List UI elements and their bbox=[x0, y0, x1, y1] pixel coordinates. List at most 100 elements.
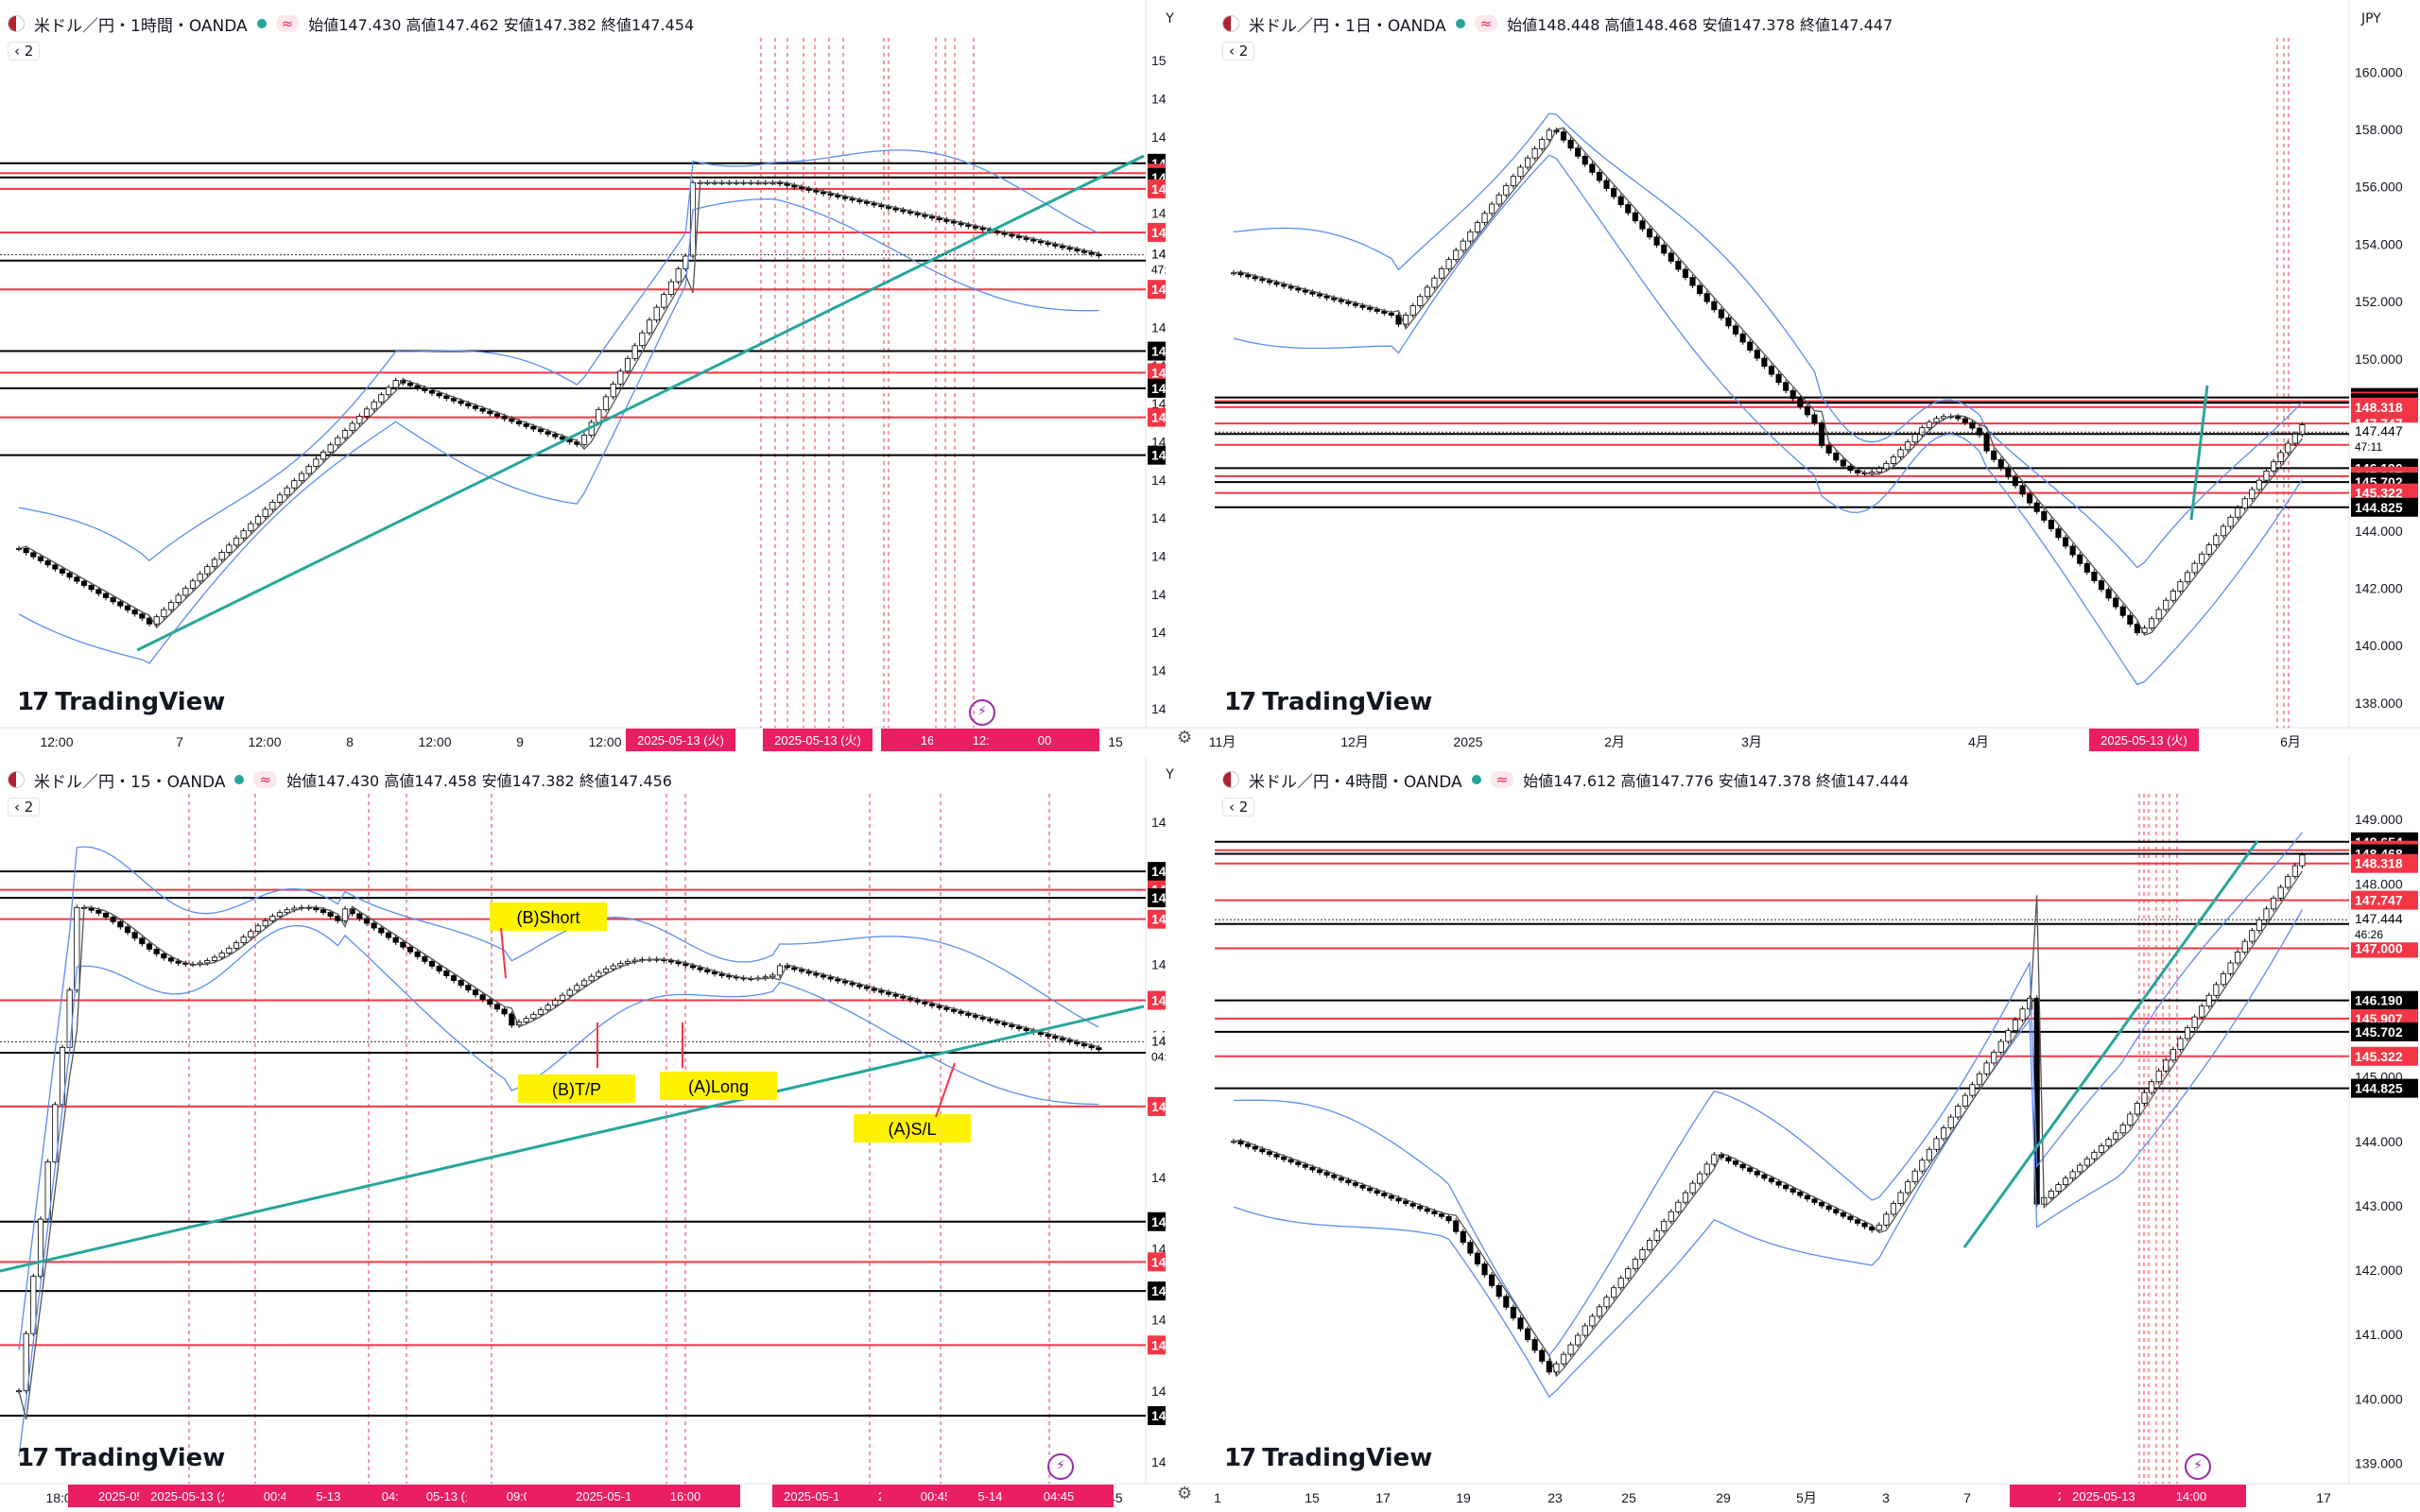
candle-body bbox=[1847, 1215, 1854, 1221]
candle-body bbox=[1096, 1047, 1102, 1051]
candle-body bbox=[1403, 314, 1409, 325]
x-tick-label: 23 bbox=[1547, 1490, 1563, 1505]
candle-body bbox=[1074, 1041, 1080, 1045]
candle-body bbox=[52, 1104, 59, 1162]
candle-body bbox=[493, 413, 501, 417]
candle-body bbox=[2012, 1019, 2019, 1032]
date-tag: 2025-05-13 (火) bbox=[2100, 733, 2187, 747]
candle-body bbox=[1080, 1043, 1088, 1047]
candle-body bbox=[2220, 973, 2227, 986]
candle-body bbox=[1495, 194, 1502, 205]
candle-body bbox=[1819, 1202, 1825, 1207]
chart-pane-4h[interactable]: 149.000148.000147.000146.000145.000144.0… bbox=[1166, 756, 2420, 1512]
candle-body bbox=[487, 999, 493, 1005]
y-tick-label: 144.500 bbox=[1151, 472, 1166, 488]
candle-body bbox=[2285, 876, 2291, 888]
market-open-icon bbox=[234, 775, 245, 784]
level-label-bg bbox=[1148, 1335, 1166, 1355]
market-open-icon bbox=[1471, 775, 1481, 784]
chart-canvas-4h[interactable]: 149.000148.000147.000146.000145.000144.0… bbox=[1166, 756, 2420, 1512]
indicator-collapse-button[interactable]: ‹ 2 bbox=[1222, 42, 1255, 60]
candle-body bbox=[1524, 1328, 1531, 1340]
compare-icon[interactable]: ≈ bbox=[1490, 771, 1514, 788]
candle-body bbox=[2256, 479, 2262, 490]
level-label: 148.318 bbox=[2355, 400, 2403, 415]
candle-body bbox=[110, 917, 116, 922]
indicator-collapse-button[interactable]: ‹ 2 bbox=[1222, 798, 1255, 816]
current-price-bg bbox=[2351, 910, 2418, 943]
bar-countdown: 47:52 bbox=[1151, 264, 1166, 277]
candle-body bbox=[1237, 272, 1244, 276]
candle-body bbox=[2163, 1059, 2169, 1072]
x-tick-label: 29 bbox=[1716, 1490, 1731, 1505]
level-label: 144.825 bbox=[1151, 448, 1166, 463]
candle-body bbox=[1381, 1193, 1388, 1196]
x-tick-label: 19 bbox=[1456, 1490, 1471, 1505]
symbol-legend[interactable]: 米ドル／円・4時間・OANDA ≈ 始値147.612 高値147.776 安値… bbox=[1222, 764, 1909, 796]
collapse-icon: ‹ bbox=[14, 43, 20, 60]
candle-body bbox=[341, 908, 349, 921]
candle-body bbox=[892, 208, 899, 211]
candle-body bbox=[2019, 485, 2026, 495]
chart-canvas-1h[interactable]: 150.000149.500149.000148.500148.000147.5… bbox=[0, 0, 1166, 756]
candle-body bbox=[1775, 373, 1782, 384]
symbol-legend[interactable]: 米ドル／円・15・OANDA ≈ 始値147.430 高値147.458 安値1… bbox=[8, 764, 672, 796]
moving-average bbox=[1233, 870, 2303, 1378]
candle-body bbox=[871, 988, 877, 991]
chart-pane-1h[interactable]: 150.000149.500149.000148.500148.000147.5… bbox=[0, 0, 1166, 756]
symbol-title[interactable]: 米ドル／円・1日・OANDA bbox=[1249, 16, 1446, 36]
candle-body bbox=[885, 206, 892, 209]
gear-icon[interactable]: ⚙ bbox=[1177, 728, 1193, 747]
compare-icon[interactable]: ≈ bbox=[275, 15, 300, 32]
lightning-icon[interactable]: ⚡ bbox=[969, 699, 995, 726]
candle-body bbox=[936, 217, 942, 221]
candle-body bbox=[950, 1008, 958, 1012]
lightning-icon[interactable]: ⚡ bbox=[2185, 1453, 2211, 1480]
candle-body bbox=[472, 405, 479, 409]
y-tick-label: 144.000 bbox=[2355, 1134, 2403, 1149]
currency-label-left[interactable]: JPY bbox=[1166, 767, 1174, 782]
candle-body bbox=[131, 610, 138, 615]
currency-label-right[interactable]: JPY bbox=[2361, 11, 2381, 26]
annotation-box bbox=[490, 902, 607, 931]
candle-body bbox=[211, 956, 218, 961]
indicator-collapse-button[interactable]: ‹ 2 bbox=[8, 798, 41, 816]
indicator-collapse-button[interactable]: ‹ 2 bbox=[8, 42, 41, 60]
current-price-label: 147.454 bbox=[1151, 247, 1166, 262]
candle-body bbox=[479, 407, 486, 412]
x-tick-label: 15 bbox=[1305, 1490, 1320, 1505]
compare-icon[interactable]: ≈ bbox=[253, 771, 278, 788]
candle-body bbox=[1424, 1208, 1430, 1212]
candle-body bbox=[2184, 1027, 2191, 1040]
candle-body bbox=[74, 576, 80, 582]
lightning-icon[interactable]: ⚡ bbox=[1047, 1453, 1074, 1480]
chart-canvas-1d[interactable]: 160.000 158.000 156.000 154.000 152.000 150.0… bbox=[1166, 0, 2420, 756]
symbol-title[interactable]: 米ドル／円・4時間・OANDA bbox=[1249, 772, 1462, 792]
symbol-legend[interactable]: 米ドル／円・1時間・OANDA ≈ 始値147.430 高値147.462 安値… bbox=[8, 8, 694, 40]
level-label: 147.747 bbox=[1151, 993, 1166, 1008]
candle-body bbox=[1854, 470, 1861, 473]
level-label-bg bbox=[2351, 853, 2418, 873]
y-tick-label: 160.000 bbox=[2355, 64, 2403, 79]
candle-body bbox=[972, 226, 979, 229]
level-label-bg bbox=[1148, 445, 1166, 465]
chart-canvas-15m[interactable]: 149.000148.500148.000147.500147.000146.5… bbox=[0, 756, 1166, 1512]
chart-pane-15m[interactable]: 149.000148.500148.000147.500147.000146.5… bbox=[0, 756, 1166, 1512]
symbol-title[interactable]: 米ドル／円・15・OANDA bbox=[34, 772, 226, 792]
candle-body bbox=[2134, 624, 2140, 633]
candle-body bbox=[1596, 1306, 1602, 1317]
gear-icon[interactable]: ⚙ bbox=[1177, 1484, 1193, 1503]
symbol-legend[interactable]: 米ドル／円・1日・OANDA ≈ 始値148.448 高値148.468 安値1… bbox=[1222, 8, 1893, 40]
currency-label-left[interactable]: JPY bbox=[1166, 11, 1174, 26]
candle-body bbox=[1783, 1184, 1789, 1190]
candle-body bbox=[1045, 242, 1051, 245]
candle-body bbox=[146, 617, 153, 625]
chart-pane-1d[interactable]: 160.000 158.000 156.000 154.000 152.000 150.0… bbox=[1166, 0, 2420, 756]
compare-icon[interactable]: ≈ bbox=[1474, 15, 1498, 32]
candle-body bbox=[1733, 325, 1739, 335]
candle-body bbox=[1030, 238, 1037, 242]
candle-body bbox=[2177, 581, 2184, 592]
level-label: 147.000 bbox=[1151, 1099, 1166, 1114]
symbol-title[interactable]: 米ドル／円・1時間・OANDA bbox=[34, 16, 248, 36]
candle-body bbox=[1725, 317, 1732, 327]
